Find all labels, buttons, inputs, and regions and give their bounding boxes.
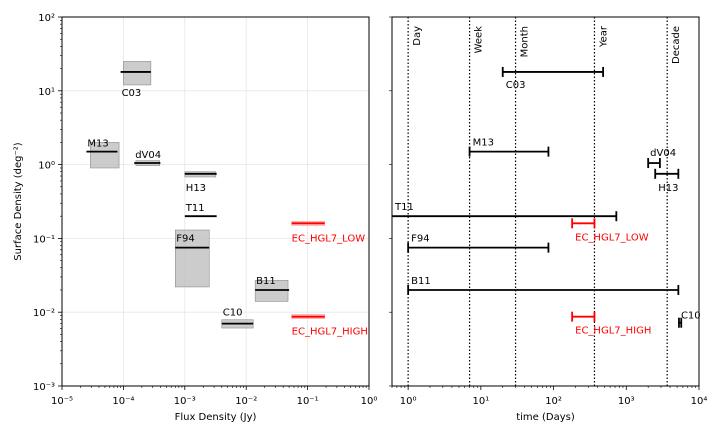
right-x-tick-label: 10¹ [472, 396, 489, 407]
left-y-tick-label: 10⁰ [38, 161, 55, 172]
left-x-tick-label: 10⁻² [235, 396, 257, 407]
left-x-tick-label: 10⁻¹ [297, 396, 319, 407]
left-y-axis-title: Surface Density (deg⁻²) [13, 142, 24, 261]
left-x-axis-title: Flux Density (Jy) [175, 412, 257, 423]
right-x-tick-label: 10⁴ [691, 396, 708, 407]
decade-reference-label: Decade [671, 26, 682, 64]
right-x-tick-label: 10² [545, 396, 562, 407]
f94-time-label: F94 [411, 234, 429, 245]
year-reference-label: Year [598, 25, 609, 48]
t11-label: T11 [185, 203, 205, 214]
left-y-ticks: 10⁻³ 10⁻² 10⁻¹ 10⁰ 10¹ 10² [33, 13, 62, 393]
c03-time-label: C03 [506, 80, 526, 91]
ec-hgl7-high-label: EC_HGL7_HIGH [292, 327, 368, 338]
right-reference-lines: Day Week Month Year Decade [407, 17, 682, 386]
c10-time-label: C10 [681, 311, 701, 322]
left-y-tick-label: 10⁻³ [33, 382, 55, 393]
left-y-tick-label: 10⁻² [33, 308, 55, 319]
right-marks: C03 M13 dV04 H13 T11 EC_HGL7_LOW F94 B11 EC_HGL7… [392, 66, 701, 337]
day-reference-label: Day [412, 26, 423, 46]
t11-time-label: T11 [394, 202, 414, 213]
b11-time-label: B11 [411, 276, 431, 287]
dv04-time-label: dV04 [650, 148, 676, 159]
b11-label: B11 [256, 276, 276, 287]
h13-time-label: H13 [658, 183, 678, 194]
right-x-axis-title: time (Days) [516, 412, 575, 423]
right-plot-frame [391, 16, 700, 387]
left-y-tick-label: 10¹ [38, 87, 55, 98]
left-x-ticks: 10⁻⁵ 10⁻⁴ 10⁻³ 10⁻² 10⁻¹ 10⁰ [51, 386, 377, 407]
month-reference-label: Month [520, 26, 531, 57]
m13-label: M13 [87, 139, 108, 150]
time-panel: Day Week Month Year Decade C03 M13 dV04 H13 T11 E… [389, 16, 708, 423]
b11-uncertainty-box [254, 280, 289, 302]
left-plot-frame [61, 16, 370, 387]
right-x-tick-label: 10³ [618, 396, 635, 407]
left-x-tick-label: 10⁻⁴ [112, 396, 134, 407]
left-grid [61, 16, 370, 387]
m13-uncertainty-box [90, 142, 120, 169]
f94-uncertainty-box [174, 229, 210, 288]
ec-hgl7-low-label: EC_HGL7_LOW [292, 233, 366, 244]
left-x-tick-label: 10⁻³ [174, 396, 196, 407]
m13-time-label: M13 [473, 138, 494, 149]
week-reference-label: Week [474, 26, 485, 54]
left-marks: C03 M13 dV04 H13 T11 F94 B11 C10 EC_HGL7_LOW EC_H… [86, 71, 368, 338]
ec-hgl7-high-time-label: EC_HGL7_HIGH [575, 326, 651, 337]
f94-label: F94 [176, 234, 194, 245]
right-x-ticks: 10⁰ 10¹ 10² 10³ 10⁴ [389, 16, 708, 407]
c10-label: C10 [223, 308, 243, 319]
left-x-tick-label: 10⁻⁵ [51, 396, 73, 407]
h13-label: H13 [186, 183, 206, 194]
ec-hgl7-low-time-label: EC_HGL7_LOW [575, 232, 649, 243]
dv04-label: dV04 [135, 150, 161, 161]
c03-label: C03 [122, 88, 142, 99]
right-x-tick-label: 10⁰ [400, 396, 417, 407]
left-y-tick-label: 10² [38, 13, 55, 24]
left-x-tick-label: 10⁰ [361, 396, 378, 407]
c03-uncertainty-box [123, 61, 152, 86]
flux-density-panel: C03 M13 dV04 H13 T11 F94 B11 C10 EC_HGL7_LOW EC_H… [13, 13, 377, 423]
left-y-tick-label: 10⁻¹ [33, 234, 55, 245]
